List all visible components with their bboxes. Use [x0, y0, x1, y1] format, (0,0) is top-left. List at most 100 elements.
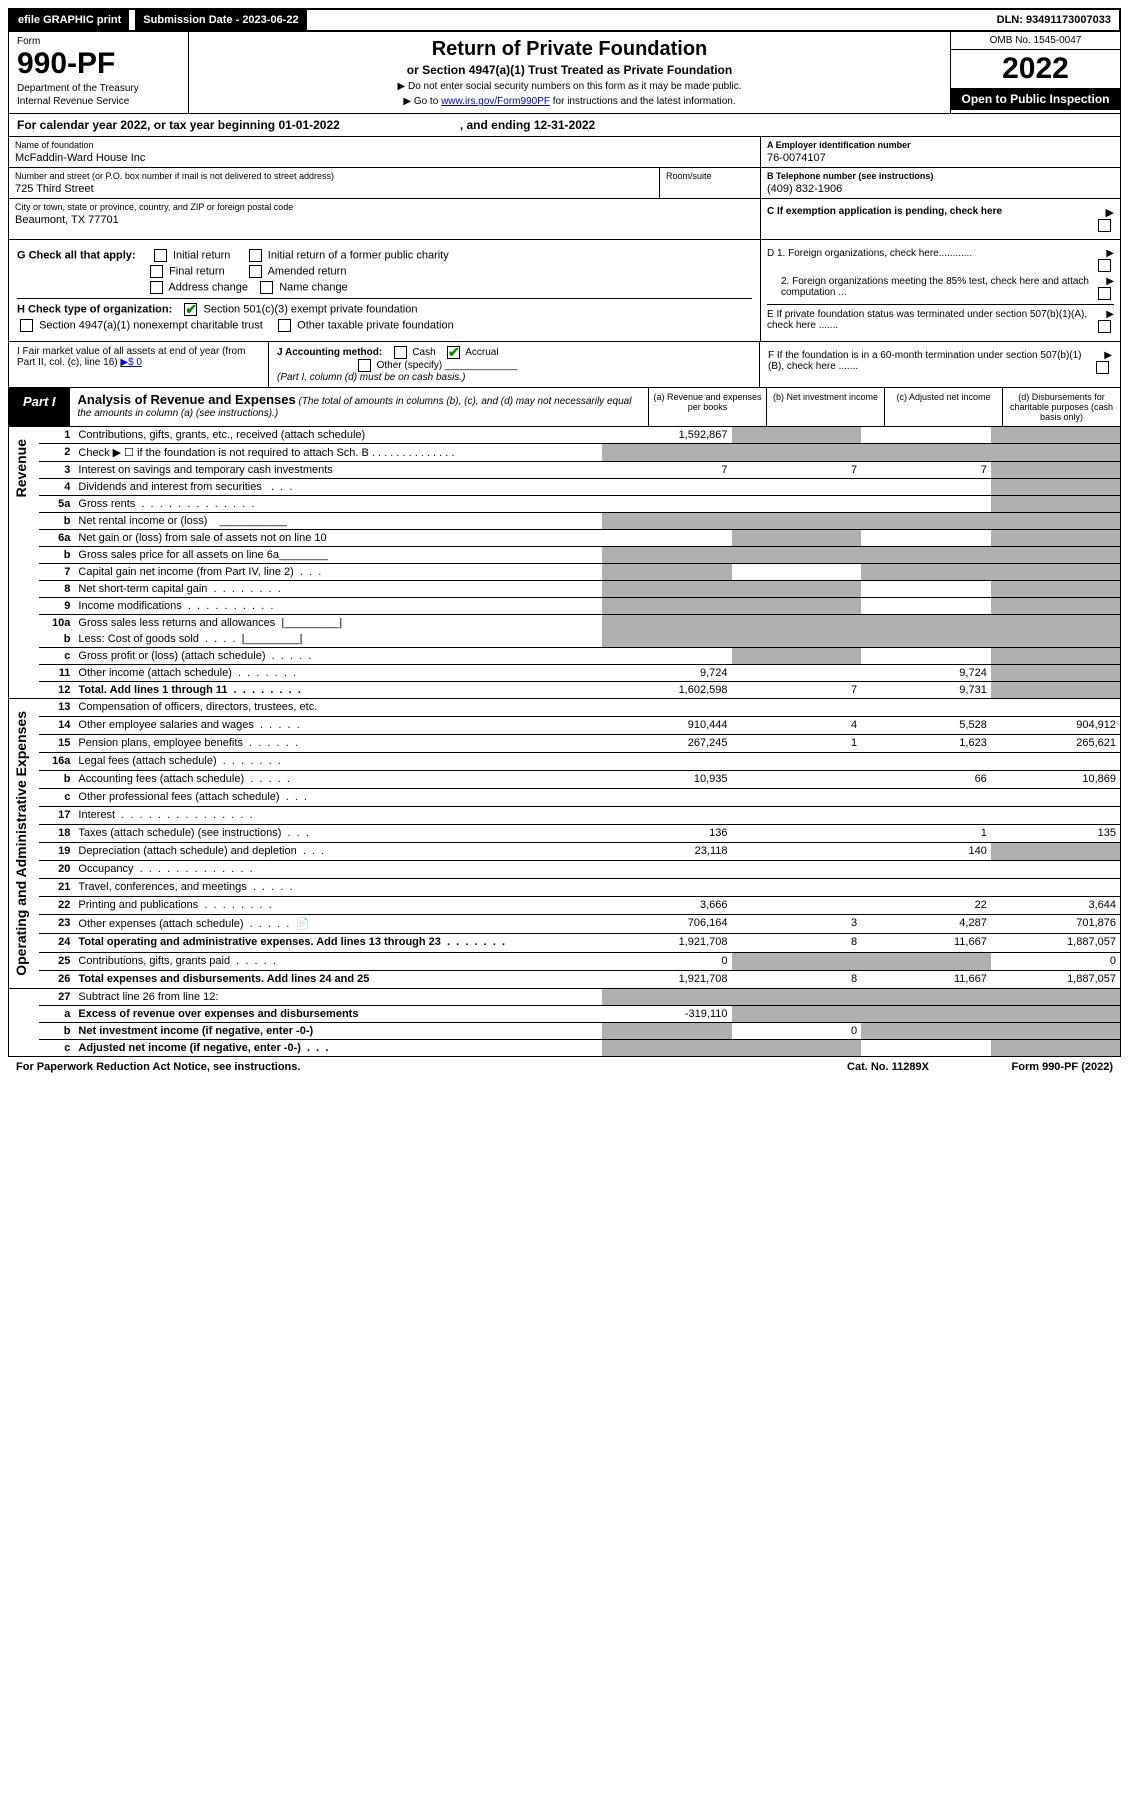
form-number: 990-PF — [17, 47, 180, 81]
table-row: 12Total. Add lines 1 through 11 . . . . … — [9, 682, 1121, 699]
d1-checkbox[interactable] — [1098, 259, 1111, 272]
table-row: bAccounting fees (attach schedule) . . .… — [9, 771, 1121, 789]
other-taxable-checkbox[interactable] — [278, 319, 291, 332]
l19-a: 23,118 — [602, 843, 732, 861]
d2-checkbox[interactable] — [1098, 287, 1111, 300]
paperwork-notice: For Paperwork Reduction Act Notice, see … — [16, 1061, 813, 1073]
l14-d: 904,912 — [991, 717, 1121, 735]
table-row: Operating and Administrative Expenses 13… — [9, 699, 1121, 717]
expenses-side-label: Operating and Administrative Expenses — [13, 701, 29, 986]
name-label: Name of foundation — [15, 140, 754, 150]
table-row: 24Total operating and administrative exp… — [9, 934, 1121, 952]
cash-checkbox[interactable] — [394, 346, 407, 359]
initial-return-checkbox[interactable] — [154, 249, 167, 262]
501c3-checkbox[interactable] — [184, 303, 197, 316]
table-row: cGross profit or (loss) (attach schedule… — [9, 648, 1121, 665]
l24-d: 1,887,057 — [991, 934, 1121, 952]
l3-c: 7 — [861, 462, 991, 479]
l15-d: 265,621 — [991, 735, 1121, 753]
g-label: G Check all that apply: — [17, 249, 136, 261]
l14-b: 4 — [732, 717, 862, 735]
l26-d: 1,887,057 — [991, 970, 1121, 988]
table-row: 19Depreciation (attach schedule) and dep… — [9, 843, 1121, 861]
initial-former-checkbox[interactable] — [249, 249, 262, 262]
l16b-c: 66 — [861, 771, 991, 789]
l12-c: 9,731 — [861, 682, 991, 699]
l24-a: 1,921,708 — [602, 934, 732, 952]
dln: DLN: 93491173007033 — [989, 10, 1119, 30]
address-change-checkbox[interactable] — [150, 281, 163, 294]
catalog-number: Cat. No. 11289X — [813, 1061, 963, 1073]
omb-number: OMB No. 1545-0047 — [951, 32, 1120, 50]
check-section-ijf: I Fair market value of all assets at end… — [8, 342, 1121, 388]
l24-c: 11,667 — [861, 934, 991, 952]
l11-a: 9,724 — [602, 665, 732, 682]
table-row: 5aGross rents . . . . . . . . . . . . . — [9, 496, 1121, 513]
table-row: 11Other income (attach schedule) . . . .… — [9, 665, 1121, 682]
other-method-checkbox[interactable] — [358, 359, 371, 372]
form-label: Form — [17, 36, 180, 47]
l26-b: 8 — [732, 970, 862, 988]
table-row: bGross sales price for all assets on lin… — [9, 547, 1121, 564]
l15-c: 1,623 — [861, 735, 991, 753]
street-address: 725 Third Street — [15, 183, 653, 195]
page-footer: For Paperwork Reduction Act Notice, see … — [8, 1057, 1121, 1077]
f-label: F If the foundation is in a 60-month ter… — [768, 350, 1090, 372]
4947-checkbox[interactable] — [20, 319, 33, 332]
l1-a: 1,592,867 — [602, 427, 732, 444]
l26-c: 11,667 — [861, 970, 991, 988]
ssn-note: ▶ Do not enter social security numbers o… — [209, 81, 930, 92]
form-link[interactable]: www.irs.gov/Form990PF — [441, 96, 550, 107]
form-subtitle: or Section 4947(a)(1) Trust Treated as P… — [209, 63, 930, 77]
table-row: 17Interest . . . . . . . . . . . . . . . — [9, 807, 1121, 825]
col-d-header: (d) Disbursements for charitable purpose… — [1002, 388, 1120, 426]
l19-c: 140 — [861, 843, 991, 861]
calendar-year-row: For calendar year 2022, or tax year begi… — [8, 114, 1121, 137]
table-row: 3Interest on savings and temporary cash … — [9, 462, 1121, 479]
foundation-info: Name of foundation McFaddin-Ward House I… — [8, 137, 1121, 240]
e-label: E If private foundation status was termi… — [767, 309, 1092, 331]
l22-a: 3,666 — [602, 897, 732, 915]
top-bar: efile GRAPHIC print Submission Date - 20… — [8, 8, 1121, 32]
table-row: 7Capital gain net income (from Part IV, … — [9, 564, 1121, 581]
table-row: bLess: Cost of goods sold . . . . |_____… — [9, 631, 1121, 648]
table-row: 10aGross sales less returns and allowanc… — [9, 615, 1121, 632]
accrual-checkbox[interactable] — [447, 346, 460, 359]
part1-label: Part I — [9, 388, 70, 426]
d2-label: 2. Foreign organizations meeting the 85%… — [767, 276, 1092, 298]
l18-c: 1 — [861, 825, 991, 843]
name-change-checkbox[interactable] — [260, 281, 273, 294]
table-row: 9Income modifications . . . . . . . . . … — [9, 598, 1121, 615]
l11-c: 9,724 — [861, 665, 991, 682]
l12-a: 1,602,598 — [602, 682, 732, 699]
h-label: H Check type of organization: — [17, 303, 172, 315]
table-row: Revenue 1Contributions, gifts, grants, e… — [9, 427, 1121, 444]
ein-value: 76-0074107 — [767, 152, 1114, 164]
amended-return-checkbox[interactable] — [249, 265, 262, 278]
exemption-pending-label: C If exemption application is pending, c… — [767, 206, 1092, 217]
table-row: 27Subtract line 26 from line 12: — [9, 988, 1121, 1005]
addr-label: Number and street (or P.O. box number if… — [15, 171, 653, 181]
col-a-header: (a) Revenue and expenses per books — [648, 388, 766, 426]
i-value: ▶$ 0 — [120, 357, 142, 368]
l14-c: 5,528 — [861, 717, 991, 735]
part1-header: Part I Analysis of Revenue and Expenses … — [8, 388, 1121, 427]
l15-a: 267,245 — [602, 735, 732, 753]
revenue-side-label: Revenue — [13, 429, 29, 507]
e-checkbox[interactable] — [1098, 320, 1111, 333]
foundation-name: McFaddin-Ward House Inc — [15, 152, 754, 164]
table-row: 8Net short-term capital gain . . . . . .… — [9, 581, 1121, 598]
l16b-d: 10,869 — [991, 771, 1121, 789]
table-row: 6aNet gain or (loss) from sale of assets… — [9, 530, 1121, 547]
table-row: 23Other expenses (attach schedule) . . .… — [9, 915, 1121, 934]
table-row: aExcess of revenue over expenses and dis… — [9, 1005, 1121, 1022]
goto-note: ▶ Go to www.irs.gov/Form990PF for instru… — [209, 96, 930, 107]
j-note: (Part I, column (d) must be on cash basi… — [277, 372, 465, 383]
f-checkbox[interactable] — [1096, 361, 1109, 374]
table-row: 21Travel, conferences, and meetings . . … — [9, 879, 1121, 897]
exemption-checkbox[interactable] — [1098, 219, 1111, 232]
final-return-checkbox[interactable] — [150, 265, 163, 278]
part1-title: Analysis of Revenue and Expenses — [78, 392, 296, 407]
ein-label: A Employer identification number — [767, 140, 1114, 150]
submission-date: Submission Date - 2023-06-22 — [135, 10, 306, 30]
